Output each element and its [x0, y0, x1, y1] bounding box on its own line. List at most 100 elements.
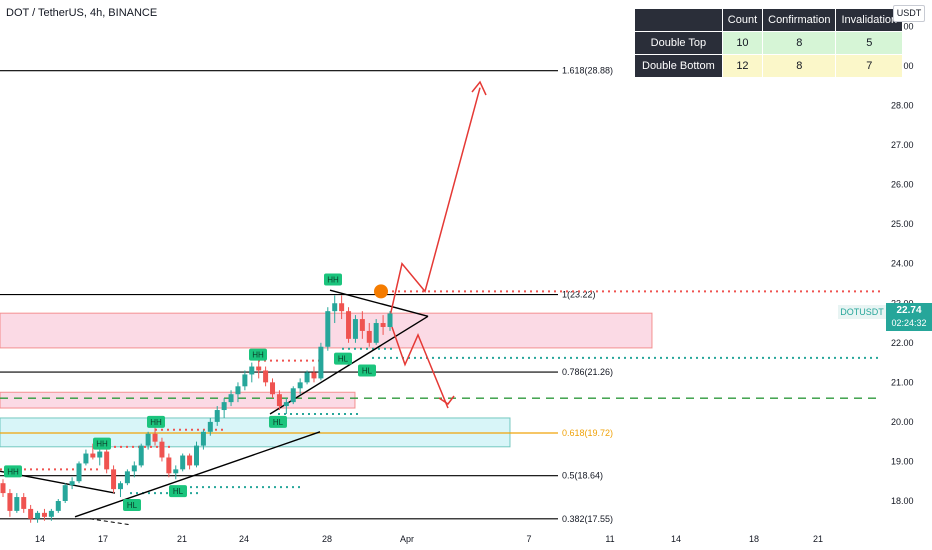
candle-body [325, 311, 331, 347]
price-tick: 27.00 [891, 140, 914, 150]
price-tick: 18.00 [891, 496, 914, 506]
price-tick: 19.00 [891, 456, 914, 466]
resistance-zone [0, 391, 356, 409]
pivot-label: HL [173, 487, 184, 496]
dashed-trendline [89, 518, 131, 526]
candle-body [194, 445, 199, 466]
bullish-arrowhead [471, 80, 487, 96]
ascending-trendline [74, 431, 321, 518]
chart-title: DOT / TetherUS, 4h, BINANCE [6, 7, 158, 19]
candle-body [318, 346, 324, 379]
candle-body [138, 445, 144, 466]
pivot-label: HH [7, 467, 19, 476]
candle-body [263, 370, 269, 383]
candle-body [145, 433, 151, 446]
price-tick: 20.00 [891, 417, 914, 427]
candle-body [124, 471, 130, 484]
candle-body [166, 457, 172, 474]
bearish-arrowhead [438, 395, 455, 406]
candle-body [311, 372, 317, 379]
pivot-label: HL [338, 355, 349, 364]
fib-label: 0.618(19.72) [562, 428, 613, 438]
candle-body [380, 323, 386, 327]
stats-confirmation-cell: 8 [762, 31, 837, 55]
candles-layer [0, 295, 393, 523]
time-tick: Apr [400, 534, 414, 544]
pivot-marker [4, 465, 22, 478]
price-tick: 26.00 [891, 180, 914, 190]
stats-header-count: Count [721, 8, 764, 32]
candle-body [187, 455, 193, 466]
pivot-label: HH [150, 418, 162, 427]
triangle-upper-line [329, 289, 429, 317]
pivot-marker [93, 437, 111, 450]
fib-label: 1.618(28.88) [562, 66, 613, 76]
stats-header-confirmation: Confirmation [762, 8, 837, 32]
candle-body [62, 485, 68, 501]
candle-body [207, 421, 213, 432]
candle-body [76, 463, 82, 482]
candle-body [28, 508, 34, 519]
candle-body [152, 433, 158, 442]
currency-badge[interactable]: USDT [893, 5, 925, 22]
current-price: 22.74 [896, 305, 922, 316]
candle-body [332, 303, 338, 312]
candle-body [249, 366, 255, 375]
pivot-marker [147, 415, 165, 428]
candle-body [242, 374, 248, 387]
candle-body [352, 319, 358, 339]
candle-body [180, 455, 186, 470]
candle-body [104, 451, 110, 470]
time-tick: 24 [239, 534, 249, 544]
candle-body [304, 372, 310, 383]
symbol-tag: DOTUSDT [838, 305, 886, 319]
candle-body [373, 323, 379, 343]
stats-confirmation-cell: 8 [762, 54, 837, 78]
candle-body [111, 469, 117, 490]
markers-layer: HH HH HH HH HH HL HL HL HL HL [4, 273, 388, 511]
pivot-marker [123, 498, 141, 511]
pivot-label: HH [96, 440, 108, 449]
time-tick: 14 [35, 534, 45, 544]
stats-row-label: Double Top [634, 31, 723, 55]
candle-body [159, 441, 165, 458]
candle-body [276, 394, 282, 407]
pivot-marker [269, 415, 287, 428]
candle-body [228, 394, 234, 403]
time-tick: 18 [749, 534, 759, 544]
candle-body [221, 402, 227, 411]
time-tick: 17 [98, 534, 108, 544]
candle-body [235, 386, 241, 395]
price-axis: 18.0019.0020.0021.0022.0023.0024.0025.00… [891, 21, 914, 506]
pivot-label: HH [327, 276, 339, 285]
pivot-label: HL [127, 501, 138, 510]
candle-body [7, 493, 13, 511]
candle-body [200, 431, 206, 446]
stats-count-cell: 12 [721, 54, 764, 78]
candle-body [14, 497, 20, 511]
time-tick: 21 [813, 534, 823, 544]
candle-body [35, 512, 41, 519]
candle-body [283, 402, 289, 407]
pivot-marker [358, 364, 376, 377]
candle-body [55, 501, 61, 511]
candle-body [270, 382, 276, 395]
fib-label: 1(23.22) [562, 290, 596, 300]
candle-body [214, 410, 220, 422]
candle-body [21, 497, 27, 509]
candle-body [48, 510, 54, 517]
candle-body [359, 319, 365, 331]
time-tick: 14 [671, 534, 681, 544]
candle-body [297, 382, 303, 389]
time-axis: 14 17 21 24 28 Apr 7 11 14 18 21 [35, 534, 823, 544]
price-tick: 24.00 [891, 259, 914, 269]
pattern-stats-table: Count Confirmation Invalidation Double T… [634, 8, 904, 78]
stats-row-label: Double Bottom [634, 54, 723, 78]
candle-body [90, 453, 96, 458]
candle-body [339, 303, 345, 312]
stats-count-cell: 10 [721, 31, 764, 55]
time-tick: 7 [526, 534, 531, 544]
candle-body [366, 330, 372, 343]
bearish-projection-arrow [391, 326, 449, 409]
